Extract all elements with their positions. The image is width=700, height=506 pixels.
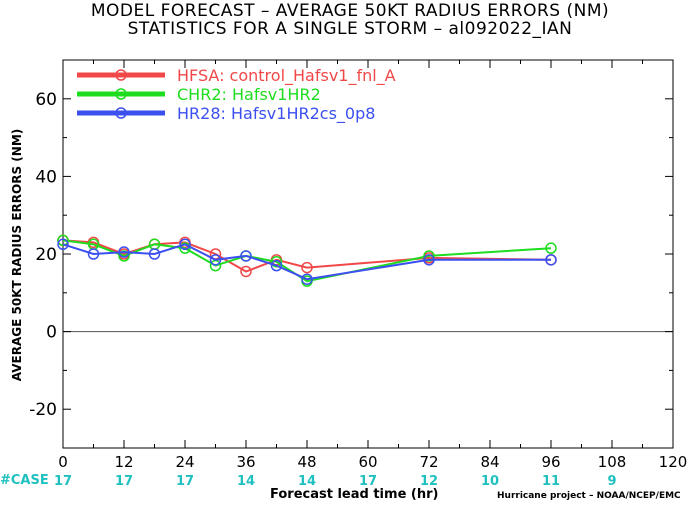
- data-point: [545, 254, 557, 266]
- chart-title: MODEL FORECAST – AVERAGE 50KT RADIUS ERR…: [90, 1, 610, 21]
- credit-text: Hurricane project – NOAA/NCEP/EMC: [497, 491, 681, 501]
- case-count: 14: [298, 474, 316, 489]
- data-point: [57, 238, 69, 251]
- data-point: [545, 242, 557, 254]
- case-count: 17: [359, 474, 377, 489]
- y-tick-label: 60: [35, 90, 57, 110]
- x-tick-label: 48: [297, 453, 316, 471]
- data-point: [179, 242, 191, 254]
- x-tick-label: 96: [541, 453, 560, 471]
- x-tick-label: 60: [358, 453, 377, 471]
- data-point: [423, 254, 435, 266]
- series-line-3: [62, 243, 551, 281]
- legend-label: HR28: Hafsv1HR2cs_0p8: [177, 104, 375, 124]
- legend-marker: [115, 107, 127, 119]
- case-counts: 17 17 17 14 14 17 12 10 11 9: [54, 474, 617, 489]
- case-count-label: #CASE: [0, 473, 49, 488]
- data-point: [301, 261, 313, 274]
- series-layer: [57, 234, 557, 287]
- legend-label: CHR2: Hafsv1HR2: [177, 85, 321, 104]
- x-tick-label: 24: [175, 453, 194, 471]
- case-count: 9: [607, 474, 616, 489]
- legend-marker: [115, 88, 127, 100]
- x-tick-label: 108: [598, 453, 627, 471]
- x-tick-label: 84: [480, 453, 499, 471]
- x-tick-label: 120: [659, 453, 688, 471]
- case-count: 17: [54, 474, 72, 489]
- legend-label: HFSA: control_Hafsv1_fnl_A: [177, 66, 396, 86]
- y-tick-label: 40: [35, 167, 57, 187]
- data-point: [87, 248, 100, 260]
- series-line-1: [62, 239, 552, 273]
- y-axis-label: AVERAGE 50KT RADIUS ERRORS (NM): [10, 129, 24, 381]
- x-tick-label: 12: [114, 453, 133, 471]
- plot-axes: 0 12 24 36 48 60 72 84 96 108 120 -20 0 20 40 60: [29, 59, 688, 471]
- case-count: 17: [115, 474, 133, 489]
- data-point: [270, 256, 283, 268]
- case-count: 12: [420, 474, 438, 489]
- data-point: [118, 250, 130, 262]
- chart-subtitle: STATISTICS FOR A SINGLE STORM – al092022…: [127, 19, 573, 39]
- data-point: [118, 246, 130, 258]
- x-axis-label: Forecast lead time (hr): [270, 487, 439, 502]
- case-count: 14: [237, 474, 255, 489]
- legend-marker: [115, 69, 127, 81]
- x-tick-label: 0: [58, 453, 68, 471]
- data-point: [240, 250, 252, 262]
- x-tick-label: 72: [419, 453, 438, 471]
- y-tick-label: 0: [46, 323, 57, 343]
- data-point: [423, 250, 435, 262]
- data-point: [270, 259, 283, 272]
- case-count: 11: [542, 474, 560, 489]
- y-tick-label: -20: [29, 400, 57, 420]
- x-tick-label: 36: [236, 453, 255, 471]
- data-point: [240, 265, 252, 278]
- y-tick-label: 20: [35, 245, 57, 265]
- data-point: [209, 254, 222, 266]
- data-point: [301, 273, 313, 285]
- data-point: [57, 234, 69, 247]
- data-point: [179, 238, 191, 251]
- data-point: [148, 248, 161, 260]
- case-count: 10: [481, 474, 499, 489]
- case-count: 17: [176, 474, 194, 489]
